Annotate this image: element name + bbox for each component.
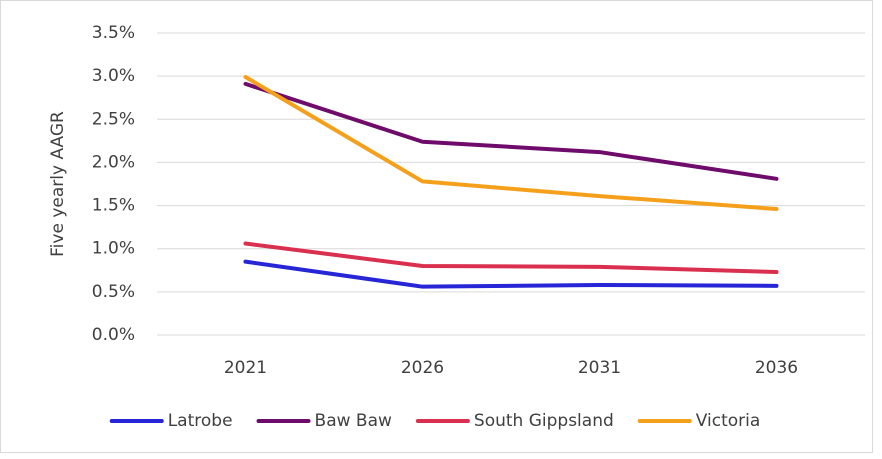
y-tick-label: 0.0%: [92, 325, 135, 345]
legend-label: Latrobe: [168, 411, 233, 431]
line-series: [243, 259, 779, 289]
y-axis-label: Five yearly AAGR: [48, 111, 68, 257]
y-tick-label: 2.5%: [92, 109, 135, 129]
legend-label: South Gippsland: [474, 411, 614, 431]
line-series: [243, 75, 779, 212]
y-tick-label: 3.5%: [92, 23, 135, 43]
y-tick-label: 2.0%: [92, 152, 135, 172]
x-tick-label: 2036: [755, 358, 798, 378]
line-series: [243, 81, 779, 181]
x-tick-label: 2031: [578, 358, 621, 378]
y-tick-label: 3.0%: [92, 66, 135, 86]
y-tick-label: 0.5%: [92, 282, 135, 302]
y-tick-label: 1.0%: [92, 239, 135, 259]
legend-label: Victoria: [696, 411, 761, 431]
legend-label: Baw Baw: [315, 411, 392, 431]
x-tick-label: 2021: [224, 358, 267, 378]
x-tick-label: 2026: [401, 358, 444, 378]
y-tick-label: 1.5%: [92, 196, 135, 216]
line-series: [243, 241, 779, 275]
